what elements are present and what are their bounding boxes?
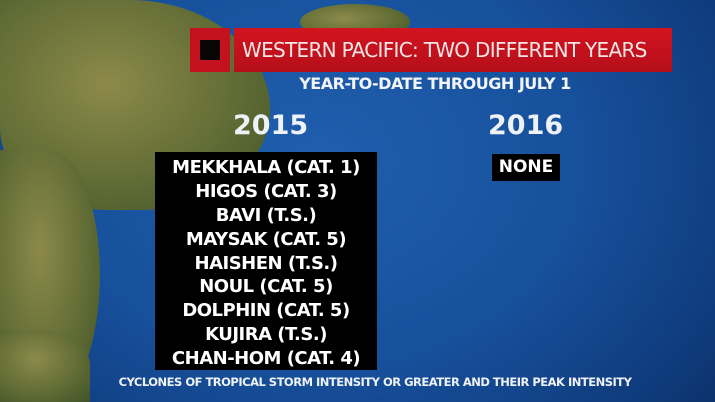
- logo-box: [190, 28, 230, 72]
- list-item: BAVI (T.S.): [215, 204, 317, 226]
- list-item: MAYSAK (CAT. 5): [185, 228, 347, 250]
- storm-list-2015: MEKKHALA (CAT. 1) HIGOS (CAT. 3) BAVI (T…: [155, 152, 377, 370]
- land-south: [0, 330, 90, 402]
- page-title: WESTERN PACIFIC: TWO DIFFERENT YEARS: [234, 28, 672, 72]
- list-item: KUJIRA (T.S.): [205, 324, 327, 346]
- footnote: CYCLONES OF TROPICAL STORM INTENSITY OR …: [118, 375, 632, 389]
- list-item: CHAN-HOM (CAT. 4): [171, 348, 361, 370]
- list-item: HAISHEN (T.S.): [194, 252, 339, 274]
- storm-list-2016: NONE: [492, 154, 560, 181]
- subtitle: YEAR-TO-DATE THROUGH JULY 1: [299, 74, 571, 93]
- list-item: MEKKHALA (CAT. 1): [172, 157, 360, 178]
- square-icon: [200, 40, 220, 60]
- title-banner: WESTERN PACIFIC: TWO DIFFERENT YEARS: [190, 28, 672, 72]
- list-item: NOUL (CAT. 5): [199, 276, 333, 298]
- year-2016-heading: 2016: [488, 110, 564, 141]
- list-item: HIGOS (CAT. 3): [195, 180, 337, 202]
- list-item: DOLPHIN (CAT. 5): [182, 300, 350, 322]
- year-2015-heading: 2015: [233, 110, 309, 141]
